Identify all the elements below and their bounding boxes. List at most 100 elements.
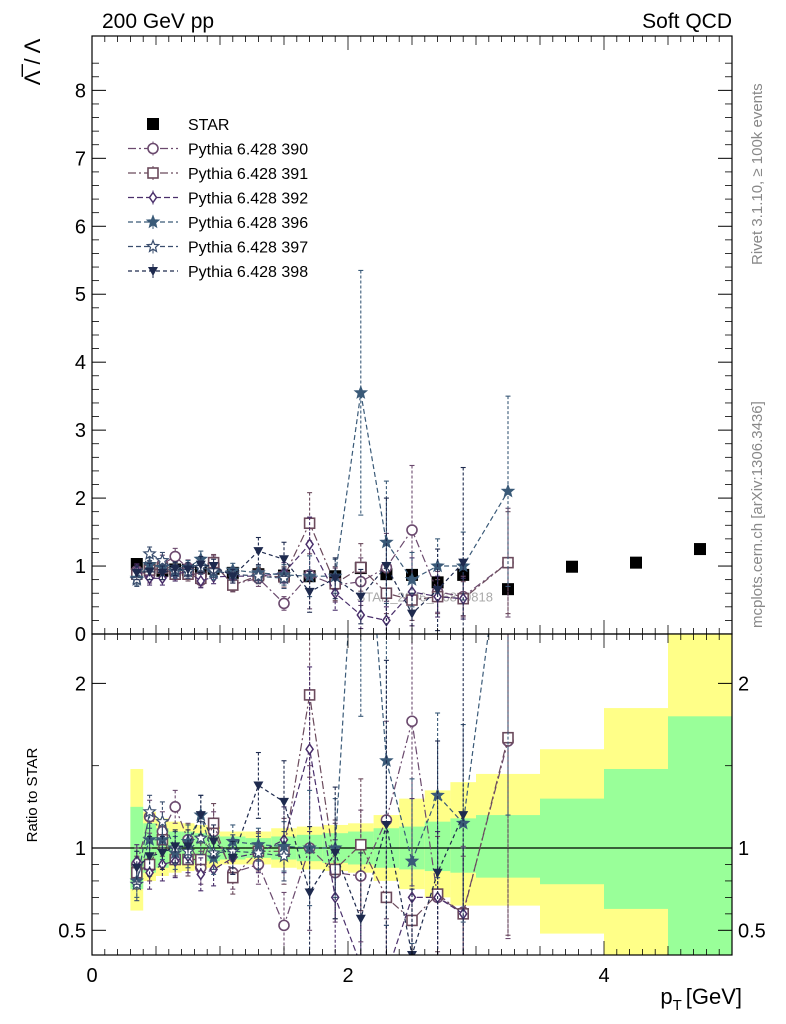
main-y-tick-label: 1 [75, 556, 86, 578]
ratio-data-point [355, 914, 366, 924]
main-data-point [196, 574, 206, 588]
legend-label: Pythia 6.428 398 [188, 264, 308, 281]
main-series-line [136, 528, 509, 605]
ratio-data-point [170, 842, 181, 852]
main-data-point [330, 574, 341, 584]
ratio-data-point [195, 811, 206, 821]
legend-entry-p390: Pythia 6.428 390 [128, 141, 308, 159]
legend-label: Pythia 6.428 396 [188, 215, 308, 232]
ratio-y-axis-label: Ratio to STAR [24, 747, 41, 842]
main-data-point [406, 524, 418, 536]
main-data-point [278, 597, 290, 610]
main-data-point [500, 483, 516, 498]
ratio-data-point [279, 797, 289, 807]
x-axis-label: pT [GeV] [660, 984, 742, 1014]
ratio-data-point [305, 742, 315, 756]
main-data-point [142, 546, 157, 561]
legend-entry-p396: Pythia 6.428 396 [128, 214, 308, 232]
ratio-series-layer [129, 634, 514, 980]
main-series-p398 [131, 466, 469, 634]
ratio-data-point [196, 868, 206, 881]
ratio-data-point [357, 960, 364, 970]
main-series-line [136, 552, 285, 580]
legend-label: Pythia 6.428 390 [188, 142, 308, 159]
ratio-data-point [354, 838, 367, 851]
ratio-data-point [155, 814, 170, 828]
main-data-point [353, 385, 369, 399]
ratio-series-line [136, 749, 464, 955]
main-data-point [251, 568, 266, 583]
main-data-point [305, 537, 315, 551]
ratio-y-tick-label-left: 1 [75, 838, 86, 860]
main-data-point [304, 587, 315, 597]
star-data-point [566, 560, 578, 573]
legend-label: Pythia 6.428 397 [188, 240, 308, 257]
legend-entry-p398: Pythia 6.428 398 [128, 264, 308, 281]
mcplots-reference-text: mcplots.cern.ch [arXiv:1306.3436] [749, 401, 766, 628]
ratio-data-point [207, 817, 220, 830]
ratio-data-point [383, 970, 390, 980]
ratio-series-line [136, 634, 489, 882]
ratio-data-point [131, 863, 142, 873]
ratio-data-point [404, 853, 420, 868]
main-series-line [136, 392, 509, 581]
legend-marker [147, 142, 159, 155]
main-data-point [169, 550, 181, 563]
main-data-point [227, 572, 238, 582]
x-tick-label: 0 [86, 965, 97, 987]
legend-label: Pythia 6.428 391 [188, 166, 308, 183]
ratio-data-point [144, 852, 155, 862]
main-data-point [253, 547, 264, 557]
legend: STAR Pythia 6.428 390 Pythia 6.428 391 Pyth… [128, 117, 308, 281]
main-data-point [170, 564, 181, 574]
legend-entry-p391: Pythia 6.428 391 [128, 166, 308, 183]
header-category-label: Soft QCD [642, 10, 732, 33]
legend-marker [148, 191, 158, 204]
ratio-data-point [208, 837, 219, 847]
ratio-series-p398 [131, 634, 469, 955]
main-series-p396 [129, 269, 516, 608]
ratio-data-point [381, 820, 392, 830]
ratio-data-point [157, 848, 168, 858]
inner-uncertainty-band [668, 716, 732, 955]
legend-entry-star: STAR [147, 117, 229, 134]
x-tick-label: 2 [342, 965, 353, 987]
ratio-y-tick-label-left: 0.5 [58, 920, 86, 942]
main-y-axis-label: Λ̅ / Λ [20, 38, 45, 85]
main-data-point [155, 552, 170, 567]
ratio-data-point [407, 891, 417, 904]
ratio-data-point [142, 804, 157, 818]
legend-label: Pythia 6.428 392 [188, 191, 308, 208]
main-data-point [145, 571, 155, 585]
main-y-tick-label: 2 [75, 488, 86, 510]
ratio-data-point [278, 919, 290, 932]
ratio-panel: 0.5 0.5 1 1 2 2 0 2 4 [58, 633, 766, 987]
ratio-data-point [276, 848, 292, 863]
legend-marker [147, 118, 159, 130]
main-data-point [129, 571, 145, 586]
ratio-data-point [183, 842, 193, 852]
ratio-data-point [330, 848, 341, 858]
legend-marker [147, 167, 159, 179]
main-data-point [144, 567, 155, 577]
ratio-y-tick-label-right: 2 [738, 673, 749, 695]
main-y-tick-label: 0 [75, 624, 86, 646]
ratio-data-point [406, 715, 418, 728]
ratio-y-tick-label-right: 0.5 [738, 920, 766, 942]
main-y-tick-label: 4 [75, 352, 86, 374]
main-data-point [407, 585, 417, 599]
main-data-point [195, 560, 206, 570]
legend-label: STAR [188, 117, 229, 134]
ratio-data-point [432, 868, 443, 878]
ratio-data-point [227, 853, 238, 863]
ratio-series-line [136, 810, 285, 885]
main-data-point [432, 585, 443, 595]
ratio-y-tick-label-left: 2 [75, 673, 86, 695]
ratio-data-point [379, 753, 394, 767]
ratio-data-point [458, 811, 469, 821]
uncertainty-bands [130, 634, 732, 955]
main-data-point [276, 570, 292, 585]
ratio-data-point [193, 830, 209, 845]
